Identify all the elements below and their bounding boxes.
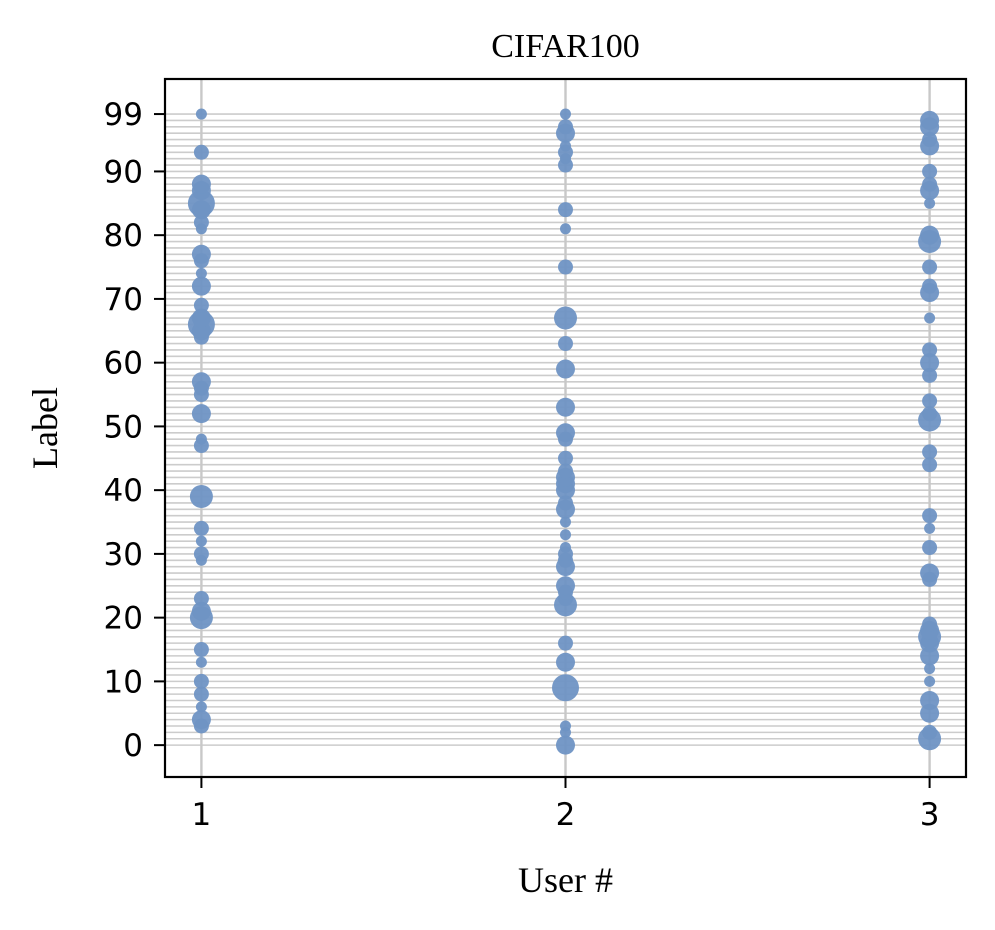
data-point [193,591,209,607]
data-point [924,522,936,534]
data-point [191,244,211,264]
data-point [558,202,573,218]
data-point [560,108,571,120]
data-point [920,691,940,711]
chart-title: CIFAR100 [491,28,640,65]
x-axis-label: User # [518,860,613,900]
data-point [922,406,938,422]
data-point [922,132,938,148]
data-point [922,457,938,473]
data-point [193,520,209,536]
data-point [922,259,938,275]
data-point [560,720,571,732]
data-point [924,197,936,209]
data-point [920,110,940,130]
y-tick-label: 20 [104,601,143,637]
data-point [922,278,938,294]
data-point [922,444,938,460]
y-tick-label: 0 [123,728,143,764]
data-point [920,225,940,245]
x-tick-label: 3 [920,797,940,833]
data-point [560,140,571,152]
data-point [922,342,938,358]
x-tick-label: 2 [556,797,576,833]
data-point [552,674,579,702]
y-tick-label: 70 [104,282,143,318]
data-point [920,563,940,583]
data-point [556,652,575,672]
data-point [193,214,209,230]
data-point [195,108,207,120]
data-point [922,176,938,192]
data-point [195,535,207,547]
data-point [193,673,209,689]
data-point [924,675,936,687]
data-point [554,306,577,330]
y-tick-label: 99 [104,97,143,133]
data-point [920,353,940,373]
axis-ticks: 0 10 20 30 40 50 60 70 80 90 99 1 2 3 [104,97,940,833]
data-point [556,735,575,755]
data-point [191,308,211,328]
data-point [922,616,938,632]
data-point [922,724,938,740]
y-tick-label: 30 [104,537,143,573]
data-point [558,450,573,466]
data-point [193,546,209,562]
data-point [558,635,573,651]
x-tick-label: 1 [192,797,212,833]
data-point [558,463,573,479]
y-tick-label: 80 [104,218,143,254]
data-point [558,495,573,511]
data-point [922,508,938,524]
data-point [191,174,211,194]
data-point [191,710,211,730]
data-point [189,485,213,509]
data-point [193,642,209,658]
data-point [193,686,209,702]
data-point [191,601,211,621]
data-point [922,367,938,383]
y-tick-label: 10 [104,664,143,700]
data-point [556,423,575,443]
data-point [195,701,207,713]
data-point [922,540,938,556]
data-point [193,144,209,160]
data-point [191,276,211,296]
y-axis-label: Label [25,387,65,469]
data-point [191,404,211,424]
data-point [922,393,938,409]
data-point [191,372,211,392]
data-point [195,267,207,279]
data-point [195,433,207,445]
data-point [558,119,573,135]
data-point [560,529,571,541]
data-point [560,542,571,554]
data-point [556,397,575,417]
y-tick-label: 40 [104,473,143,509]
data-point [556,576,575,596]
data-point [922,163,938,179]
data-point [560,223,571,235]
data-point [558,336,573,352]
data-point [556,359,575,379]
y-tick-label: 50 [104,409,143,445]
data-point [195,656,207,668]
y-tick-label: 90 [104,154,143,190]
data-point [558,259,573,275]
data-points [187,108,942,755]
data-point [193,297,209,313]
y-tick-label: 60 [104,346,143,382]
data-point [560,516,571,528]
data-point [924,312,936,324]
data-point [924,663,936,675]
